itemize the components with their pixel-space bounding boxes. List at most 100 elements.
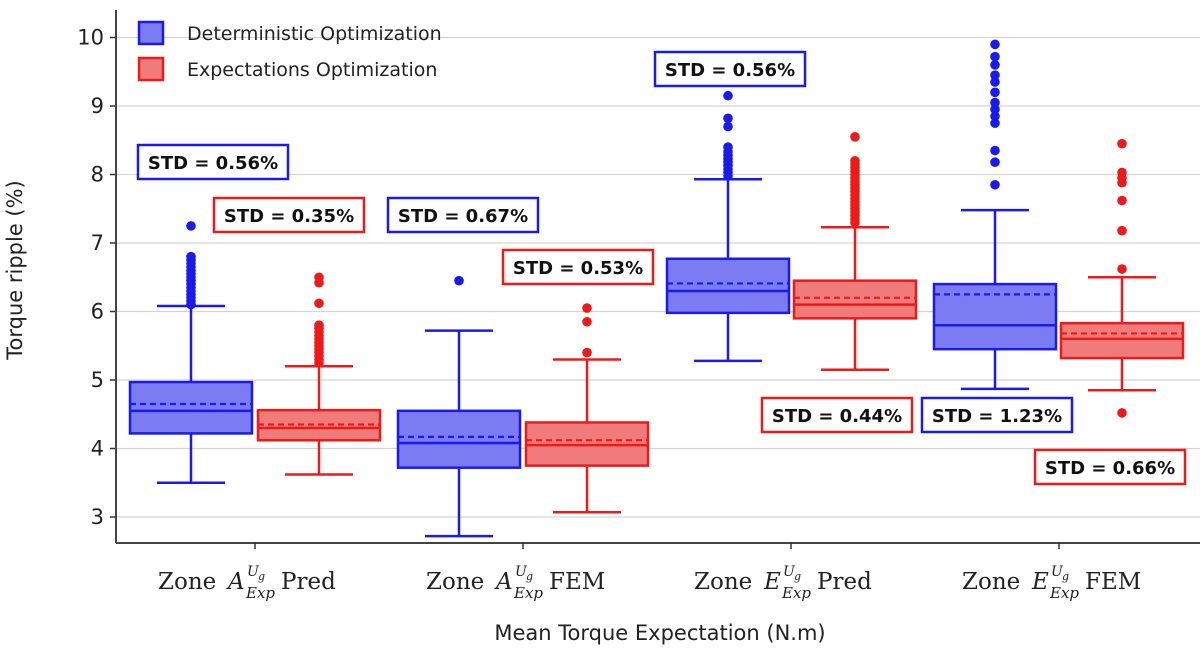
box-expectations-2 xyxy=(524,303,650,514)
std-label-text: STD = 0.56% xyxy=(665,60,795,81)
x-tick-subscript: Exp xyxy=(781,584,811,602)
x-tick-superscript: U xyxy=(515,564,528,580)
outlier-point xyxy=(723,113,733,124)
box-expectations-1 xyxy=(256,272,382,476)
std-label-text: STD = 0.35% xyxy=(224,206,354,227)
axes: 3 4 5 6 7 8 9 10 xyxy=(77,10,1200,544)
outlier-point xyxy=(990,70,1000,80)
outlier-point xyxy=(990,97,1000,108)
y-tick-label: 5 xyxy=(91,368,104,392)
x-tick-suffix: Pred xyxy=(817,569,872,595)
x-tick-superscript: U xyxy=(783,564,796,580)
x-tick-superscript: U xyxy=(247,564,260,580)
x-tick-letter: E xyxy=(1031,569,1049,595)
x-tick-suffix: Pred xyxy=(281,569,336,595)
x-tick-subscript: Exp xyxy=(513,584,543,602)
x-tick-zone: Zone xyxy=(962,569,1020,595)
legend-item-2: Expectations Optimization xyxy=(137,56,437,82)
x-tick-superscript-sub: g xyxy=(794,570,801,583)
x-tick-superscript: U xyxy=(1051,564,1064,580)
legend-label: Deterministic Optimization xyxy=(187,23,442,45)
box-iqr xyxy=(665,257,791,315)
std-labels: STD = 0.56% STD = 0.67% STD = 0.56% STD = 1… xyxy=(136,50,1187,486)
x-tick-zone: Zone xyxy=(426,569,484,595)
std-label-border xyxy=(1033,448,1187,486)
box-deterministic-3 xyxy=(665,90,791,363)
outlier-point xyxy=(314,320,324,331)
std-label-border xyxy=(920,396,1074,434)
boxes xyxy=(128,39,1185,538)
std-label-border xyxy=(136,143,290,181)
x-tick-subscript: Exp xyxy=(245,584,275,602)
x-axis-label: Mean Torque Expectation (N.m) xyxy=(494,621,825,645)
std-label-border xyxy=(212,196,366,234)
outlier-point xyxy=(723,142,733,152)
std-label-box: STD = 0.35% xyxy=(212,196,366,234)
box-iqr xyxy=(1059,321,1185,360)
legend-label: Expectations Optimization xyxy=(187,59,437,81)
std-label-box: STD = 0.44% xyxy=(760,396,914,434)
legend-swatch xyxy=(137,56,165,82)
std-label-text: STD = 0.44% xyxy=(772,406,902,427)
outlier-point xyxy=(990,77,1000,87)
outlier-point xyxy=(1117,264,1127,274)
outlier-point xyxy=(1117,167,1127,178)
outlier-point xyxy=(990,104,1000,115)
outlier-point xyxy=(1117,195,1127,206)
outlier-point xyxy=(582,303,592,313)
x-tick-zone: Zone xyxy=(158,569,216,595)
y-tick-label: 3 xyxy=(91,505,104,529)
x-tick-zone: Zone xyxy=(694,569,752,595)
box-iqr xyxy=(128,380,254,435)
outlier-point xyxy=(314,272,324,283)
outlier-point xyxy=(454,275,464,286)
outlier-point xyxy=(186,251,196,262)
box-iqr xyxy=(792,279,918,320)
std-label-box: STD = 0.53% xyxy=(501,248,655,286)
y-tick-label: 4 xyxy=(91,437,104,461)
x-tick-superscript-sub: g xyxy=(526,570,533,583)
std-label-border xyxy=(386,196,540,234)
std-label-border xyxy=(760,396,914,434)
y-axis-label: Torque ripple (%) xyxy=(3,180,27,361)
y-tick-label: 9 xyxy=(91,94,104,118)
x-tick-letter: E xyxy=(763,569,781,595)
grid-lines xyxy=(116,36,1200,518)
outlier-point xyxy=(1117,138,1127,149)
box-deterministic-2 xyxy=(396,275,522,538)
y-tick-label: 6 xyxy=(91,300,104,324)
box-expectations-3 xyxy=(792,132,918,371)
std-label-box: STD = 0.56% xyxy=(136,143,290,181)
outlier-point xyxy=(582,347,592,358)
outlier-point xyxy=(186,221,196,231)
x-tick-subscript: Exp xyxy=(1049,584,1079,602)
std-label-text: STD = 0.53% xyxy=(513,258,643,279)
box-deterministic-4 xyxy=(932,39,1058,391)
std-label-box: STD = 0.56% xyxy=(653,50,807,88)
outlier-point xyxy=(723,90,733,101)
std-label-text: STD = 0.66% xyxy=(1045,458,1175,479)
outlier-point xyxy=(990,111,1000,122)
legend-swatch xyxy=(137,20,165,46)
outlier-point xyxy=(1117,408,1127,418)
std-label-box: STD = 1.23% xyxy=(920,396,1074,434)
std-label-box: STD = 0.66% xyxy=(1033,448,1187,486)
outlier-point xyxy=(723,121,733,132)
outlier-point xyxy=(582,316,592,327)
box-expectations-4 xyxy=(1059,138,1185,418)
std-label-border xyxy=(653,50,807,88)
legend-item-1: Deterministic Optimization xyxy=(137,20,442,46)
std-label-box: STD = 0.67% xyxy=(386,196,540,234)
x-tick-suffix: FEM xyxy=(1085,569,1141,595)
std-label-text: STD = 0.67% xyxy=(398,206,528,227)
outlier-point xyxy=(990,118,1000,128)
outlier-point xyxy=(1117,225,1127,236)
outlier-point xyxy=(990,145,1000,156)
outlier-point xyxy=(990,157,1000,167)
